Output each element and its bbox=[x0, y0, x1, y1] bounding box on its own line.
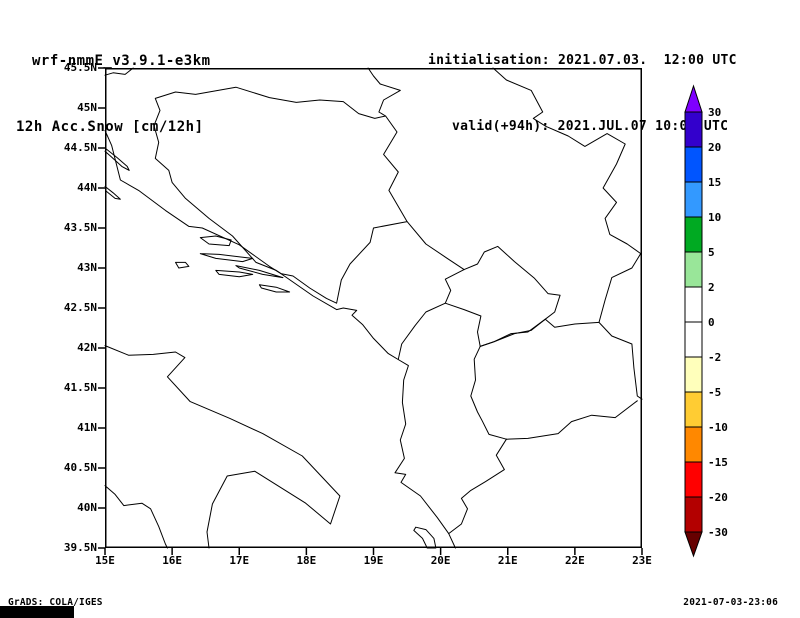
colorbar-label: 2 bbox=[708, 281, 715, 294]
lat-tick-label: 40.5N bbox=[63, 461, 97, 474]
lat-tick-label: 42N bbox=[77, 341, 97, 354]
colorbar-label: 30 bbox=[708, 106, 721, 119]
map-frame bbox=[105, 68, 642, 548]
lat-tick-label: 41N bbox=[77, 421, 97, 434]
outline-island_corfu bbox=[413, 526, 437, 549]
colorbar-segment bbox=[684, 321, 703, 358]
outline-peljesac_peninsula bbox=[235, 265, 284, 279]
outline-border_macedonia_greece bbox=[505, 400, 638, 440]
colorbar-segment bbox=[684, 461, 703, 498]
colorbar-label: -15 bbox=[708, 456, 728, 469]
lon-tick-label: 23E bbox=[632, 554, 652, 567]
outline-border_slovenia_croatia bbox=[104, 67, 134, 76]
model-name: wrf-nmmE_v3.9.1-e3km bbox=[32, 53, 211, 69]
map-plot-area bbox=[98, 67, 643, 555]
colorbar-segment bbox=[684, 216, 703, 253]
lat-tick-label: 41.5N bbox=[63, 381, 97, 394]
colorbar-segment bbox=[684, 181, 703, 218]
colorbar-segment bbox=[684, 356, 703, 393]
outline-island_hvar bbox=[199, 253, 254, 263]
outline-island_pag bbox=[104, 147, 130, 171]
outline-island_vis bbox=[175, 261, 190, 269]
outline-border_croatia_serbia bbox=[367, 67, 401, 117]
lon-tick-label: 20E bbox=[430, 554, 451, 567]
colorbar-label: -5 bbox=[708, 386, 721, 399]
colorbar-segment bbox=[684, 391, 703, 428]
title-block: wrf-nmmE_v3.9.1-e3km 12h Acc.Snow [cm/12… bbox=[16, 6, 211, 182]
outline-border_albania_greece bbox=[448, 438, 507, 535]
lat-tick-label: 43.5N bbox=[63, 221, 97, 234]
colorbar-label: 20 bbox=[708, 141, 721, 154]
outline-border_kosovo bbox=[444, 245, 561, 347]
creation-timestamp: 2021-07-03-23:06 bbox=[683, 597, 778, 608]
colorbar-label: -30 bbox=[708, 526, 728, 539]
colorbar-label: 5 bbox=[708, 246, 715, 259]
outline-island_korcula bbox=[215, 269, 254, 278]
field-name: 12h Acc.Snow [cm/12h] bbox=[16, 119, 204, 135]
lon-tick-label: 19E bbox=[363, 554, 384, 567]
colorbar-segment bbox=[684, 426, 703, 463]
outline-east_adriatic_coast bbox=[104, 129, 456, 549]
colorbar-segment bbox=[684, 251, 703, 288]
lon-tick-label: 18E bbox=[296, 554, 317, 567]
lon-tick-label: 15E bbox=[95, 554, 115, 567]
outline-border_montenegro_serbia bbox=[406, 221, 465, 271]
colorbar-label: -2 bbox=[708, 351, 721, 364]
lat-tick-label: 44N bbox=[77, 181, 97, 194]
window-fragment bbox=[0, 606, 74, 618]
outline-border_serbia_east bbox=[492, 67, 643, 400]
outline-island_mljet bbox=[258, 284, 291, 293]
colorbar-label: 0 bbox=[708, 316, 715, 329]
colorbar-arrow-bottom bbox=[684, 531, 703, 558]
lat-tick-label: 40N bbox=[77, 501, 97, 514]
lat-tick-label: 43N bbox=[77, 261, 97, 274]
outline-border_montenegro_albania bbox=[397, 302, 446, 360]
initialisation-time: initialisation: 2021.07.03. 12:00 UTC bbox=[428, 53, 737, 68]
lat-tick-label: 42.5N bbox=[63, 301, 97, 314]
outline-italy_adriatic_coast bbox=[104, 345, 341, 549]
colorbar-label: 10 bbox=[708, 211, 721, 224]
colorbar-segment bbox=[684, 496, 703, 533]
colorbar-label: -20 bbox=[708, 491, 728, 504]
colorbar-arrow-top bbox=[684, 84, 703, 113]
outline-island_brac bbox=[199, 235, 232, 247]
outline-italy_tyrrhenian_coast bbox=[104, 485, 168, 549]
colorbar-label: -10 bbox=[708, 421, 728, 434]
outline-border_macedonia_albania bbox=[470, 345, 507, 440]
colorbar-segment bbox=[684, 286, 703, 323]
colorbar-segment bbox=[684, 111, 703, 148]
grads-credit: GrADS: COLA/IGES bbox=[8, 597, 103, 608]
lon-tick-label: 22E bbox=[564, 554, 585, 567]
lon-tick-label: 17E bbox=[229, 554, 250, 567]
lon-tick-label: 16E bbox=[162, 554, 183, 567]
lat-tick-label: 39.5N bbox=[63, 541, 97, 554]
colorbar-label: 15 bbox=[708, 176, 721, 189]
outline-border_bosnia bbox=[153, 86, 408, 304]
colorbar-segment bbox=[684, 146, 703, 183]
outline-island_dugi_otok bbox=[104, 185, 121, 200]
lon-tick-label: 21E bbox=[497, 554, 518, 567]
